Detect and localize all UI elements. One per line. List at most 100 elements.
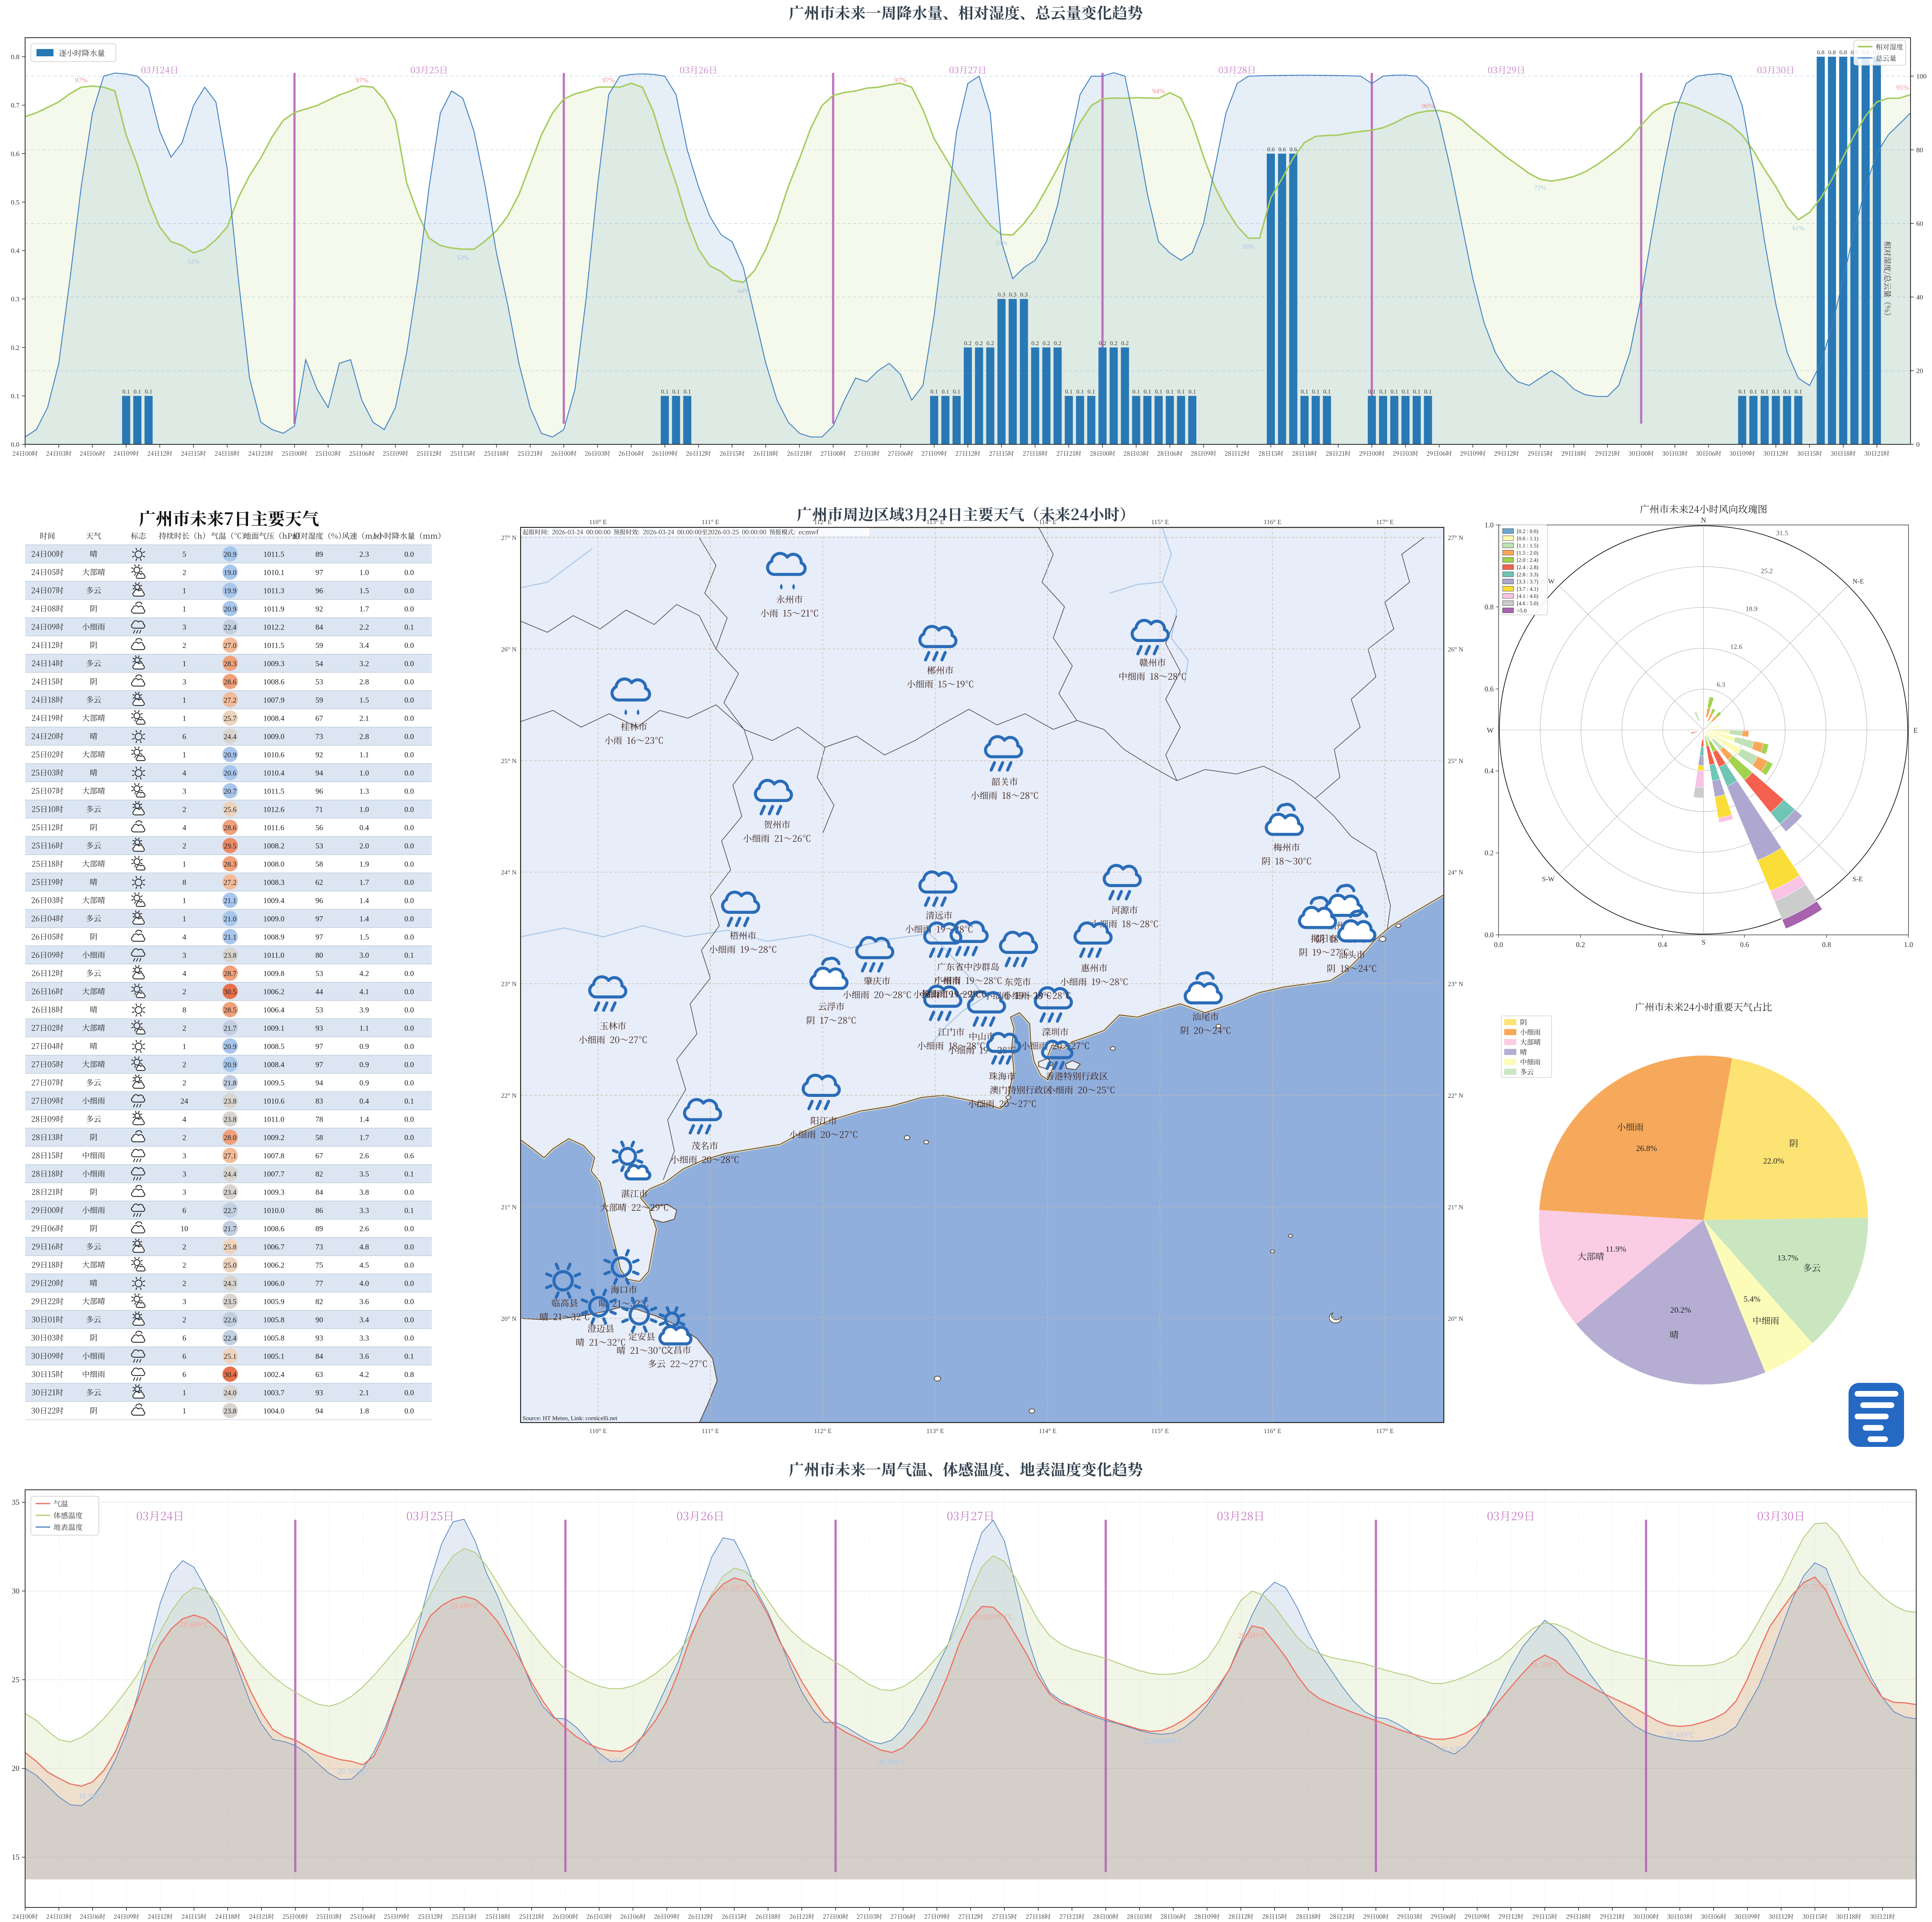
svg-text:59: 59: [316, 642, 323, 650]
svg-text:0.0: 0.0: [404, 988, 414, 996]
svg-text:27.0: 27.0: [224, 642, 237, 650]
svg-text:0.0: 0.0: [404, 824, 414, 832]
svg-text:0.9: 0.9: [359, 1043, 369, 1051]
svg-text:1011.6: 1011.6: [263, 824, 284, 832]
svg-text:114° E: 114° E: [1039, 1428, 1057, 1435]
svg-text:0.1: 0.1: [953, 388, 961, 395]
svg-text:[1.1 : 1.5): [1.1 : 1.5): [1517, 543, 1538, 549]
svg-text:2.3: 2.3: [359, 550, 369, 559]
svg-text:2: 2: [182, 1079, 186, 1088]
svg-text:3.4: 3.4: [359, 642, 369, 650]
svg-text:2.8: 2.8: [359, 678, 369, 687]
svg-text:0.0: 0.0: [404, 1243, 414, 1252]
svg-text:1: 1: [182, 605, 186, 614]
svg-text:0.0: 0.0: [1485, 931, 1494, 939]
svg-text:3.6: 3.6: [359, 1352, 369, 1361]
svg-text:0.0: 0.0: [404, 1079, 414, 1088]
svg-text:1007.8: 1007.8: [263, 1152, 284, 1160]
svg-text:100: 100: [1916, 73, 1927, 80]
svg-text:25.2: 25.2: [1761, 567, 1773, 575]
svg-text:1010.0: 1010.0: [263, 1207, 284, 1215]
svg-text:20: 20: [12, 1764, 19, 1773]
svg-text:2: 2: [182, 1024, 186, 1033]
svg-text:23.4: 23.4: [224, 1188, 237, 1197]
svg-text:1009.4: 1009.4: [263, 897, 285, 905]
svg-text:0.0: 0.0: [11, 441, 19, 448]
svg-text:25.8: 25.8: [224, 1243, 237, 1251]
svg-text:6.3: 6.3: [1716, 681, 1725, 689]
svg-text:3: 3: [182, 1152, 186, 1160]
svg-text:20.6: 20.6: [224, 769, 237, 777]
svg-text:1008.4: 1008.4: [263, 1061, 285, 1069]
svg-text:0.8: 0.8: [1839, 49, 1847, 56]
svg-text:31.5: 31.5: [1776, 529, 1788, 537]
svg-text:2: 2: [182, 988, 186, 996]
svg-text:116° E: 116° E: [1264, 1428, 1281, 1435]
svg-text:1: 1: [182, 1043, 186, 1051]
svg-text:82: 82: [316, 1170, 323, 1179]
svg-text:1: 1: [182, 1389, 186, 1397]
svg-text:3.3: 3.3: [359, 1334, 369, 1343]
svg-text:52%: 52%: [188, 258, 199, 265]
svg-text:23.8: 23.8: [224, 1097, 237, 1105]
svg-text:0.8: 0.8: [11, 53, 19, 61]
svg-text:0.0: 0.0: [404, 879, 414, 887]
svg-text:1.7: 1.7: [359, 1134, 369, 1142]
svg-text:0.6: 0.6: [11, 150, 19, 158]
svg-text:1.5: 1.5: [359, 587, 369, 595]
svg-text:67: 67: [316, 1152, 323, 1160]
svg-text:0.1: 0.1: [1379, 388, 1387, 395]
svg-text:4.2: 4.2: [359, 1371, 369, 1379]
svg-text:21° N: 21° N: [1448, 1204, 1463, 1211]
svg-text:97: 97: [316, 1061, 323, 1069]
svg-text:115° E: 115° E: [1151, 1428, 1169, 1435]
svg-text:54: 54: [316, 660, 324, 668]
svg-text:20.9: 20.9: [224, 751, 237, 759]
svg-text:1012.6: 1012.6: [263, 806, 284, 814]
svg-text:0.1: 0.1: [941, 388, 949, 395]
svg-text:1.5: 1.5: [359, 696, 369, 705]
svg-text:1009.1: 1009.1: [263, 1024, 284, 1033]
svg-text:0.0: 0.0: [404, 897, 414, 905]
svg-text:22° N: 22° N: [1448, 1092, 1463, 1099]
svg-text:Source: HT Meteo, Link: cornic: Source: HT Meteo, Link: cornicelli.net: [523, 1415, 618, 1422]
svg-text:0.0: 0.0: [404, 1043, 414, 1051]
svg-text:84: 84: [316, 623, 324, 632]
svg-text:44%: 44%: [737, 288, 749, 294]
svg-text:26° N: 26° N: [1448, 646, 1463, 653]
svg-text:96: 96: [316, 787, 323, 796]
svg-text:25° N: 25° N: [501, 758, 517, 765]
svg-text:1011.5: 1011.5: [263, 787, 284, 796]
svg-text:N: N: [1701, 516, 1706, 524]
svg-text:94: 94: [316, 1407, 324, 1416]
svg-text:3: 3: [182, 951, 186, 960]
svg-text:2: 2: [182, 806, 186, 814]
svg-text:1.1: 1.1: [359, 1024, 369, 1033]
svg-text:92: 92: [316, 751, 323, 759]
svg-text:24.0: 24.0: [224, 1389, 237, 1397]
svg-text:[4.6 : 5.0): [4.6 : 5.0): [1517, 600, 1538, 606]
svg-text:0.0: 0.0: [404, 769, 414, 778]
svg-text:0.2: 0.2: [975, 340, 983, 347]
svg-text:0.0: 0.0: [404, 860, 414, 869]
svg-text:0.6: 0.6: [1289, 146, 1297, 153]
svg-text:4.5: 4.5: [359, 1261, 369, 1270]
svg-text:56%: 56%: [1242, 243, 1254, 250]
svg-text:22.4: 22.4: [224, 1334, 237, 1342]
svg-text:25.0: 25.0: [224, 1261, 237, 1269]
svg-text:S-E: S-E: [1853, 875, 1863, 883]
svg-text:0.1: 0.1: [1795, 388, 1802, 395]
svg-text:97: 97: [316, 915, 323, 924]
svg-text:4: 4: [182, 970, 186, 978]
svg-text:110° E: 110° E: [589, 1428, 607, 1435]
svg-text:1.8: 1.8: [359, 1407, 369, 1416]
svg-text:0.1: 0.1: [661, 388, 669, 395]
svg-text:0.0: 0.0: [404, 1407, 414, 1416]
svg-text:113° E: 113° E: [927, 519, 944, 526]
svg-text:1: 1: [182, 696, 186, 705]
svg-text:0.1: 0.1: [1772, 388, 1780, 395]
svg-text:1.4: 1.4: [359, 897, 369, 905]
svg-text:23° N: 23° N: [1448, 981, 1463, 988]
svg-text:8: 8: [182, 879, 186, 887]
svg-text:20.7: 20.7: [224, 787, 237, 796]
